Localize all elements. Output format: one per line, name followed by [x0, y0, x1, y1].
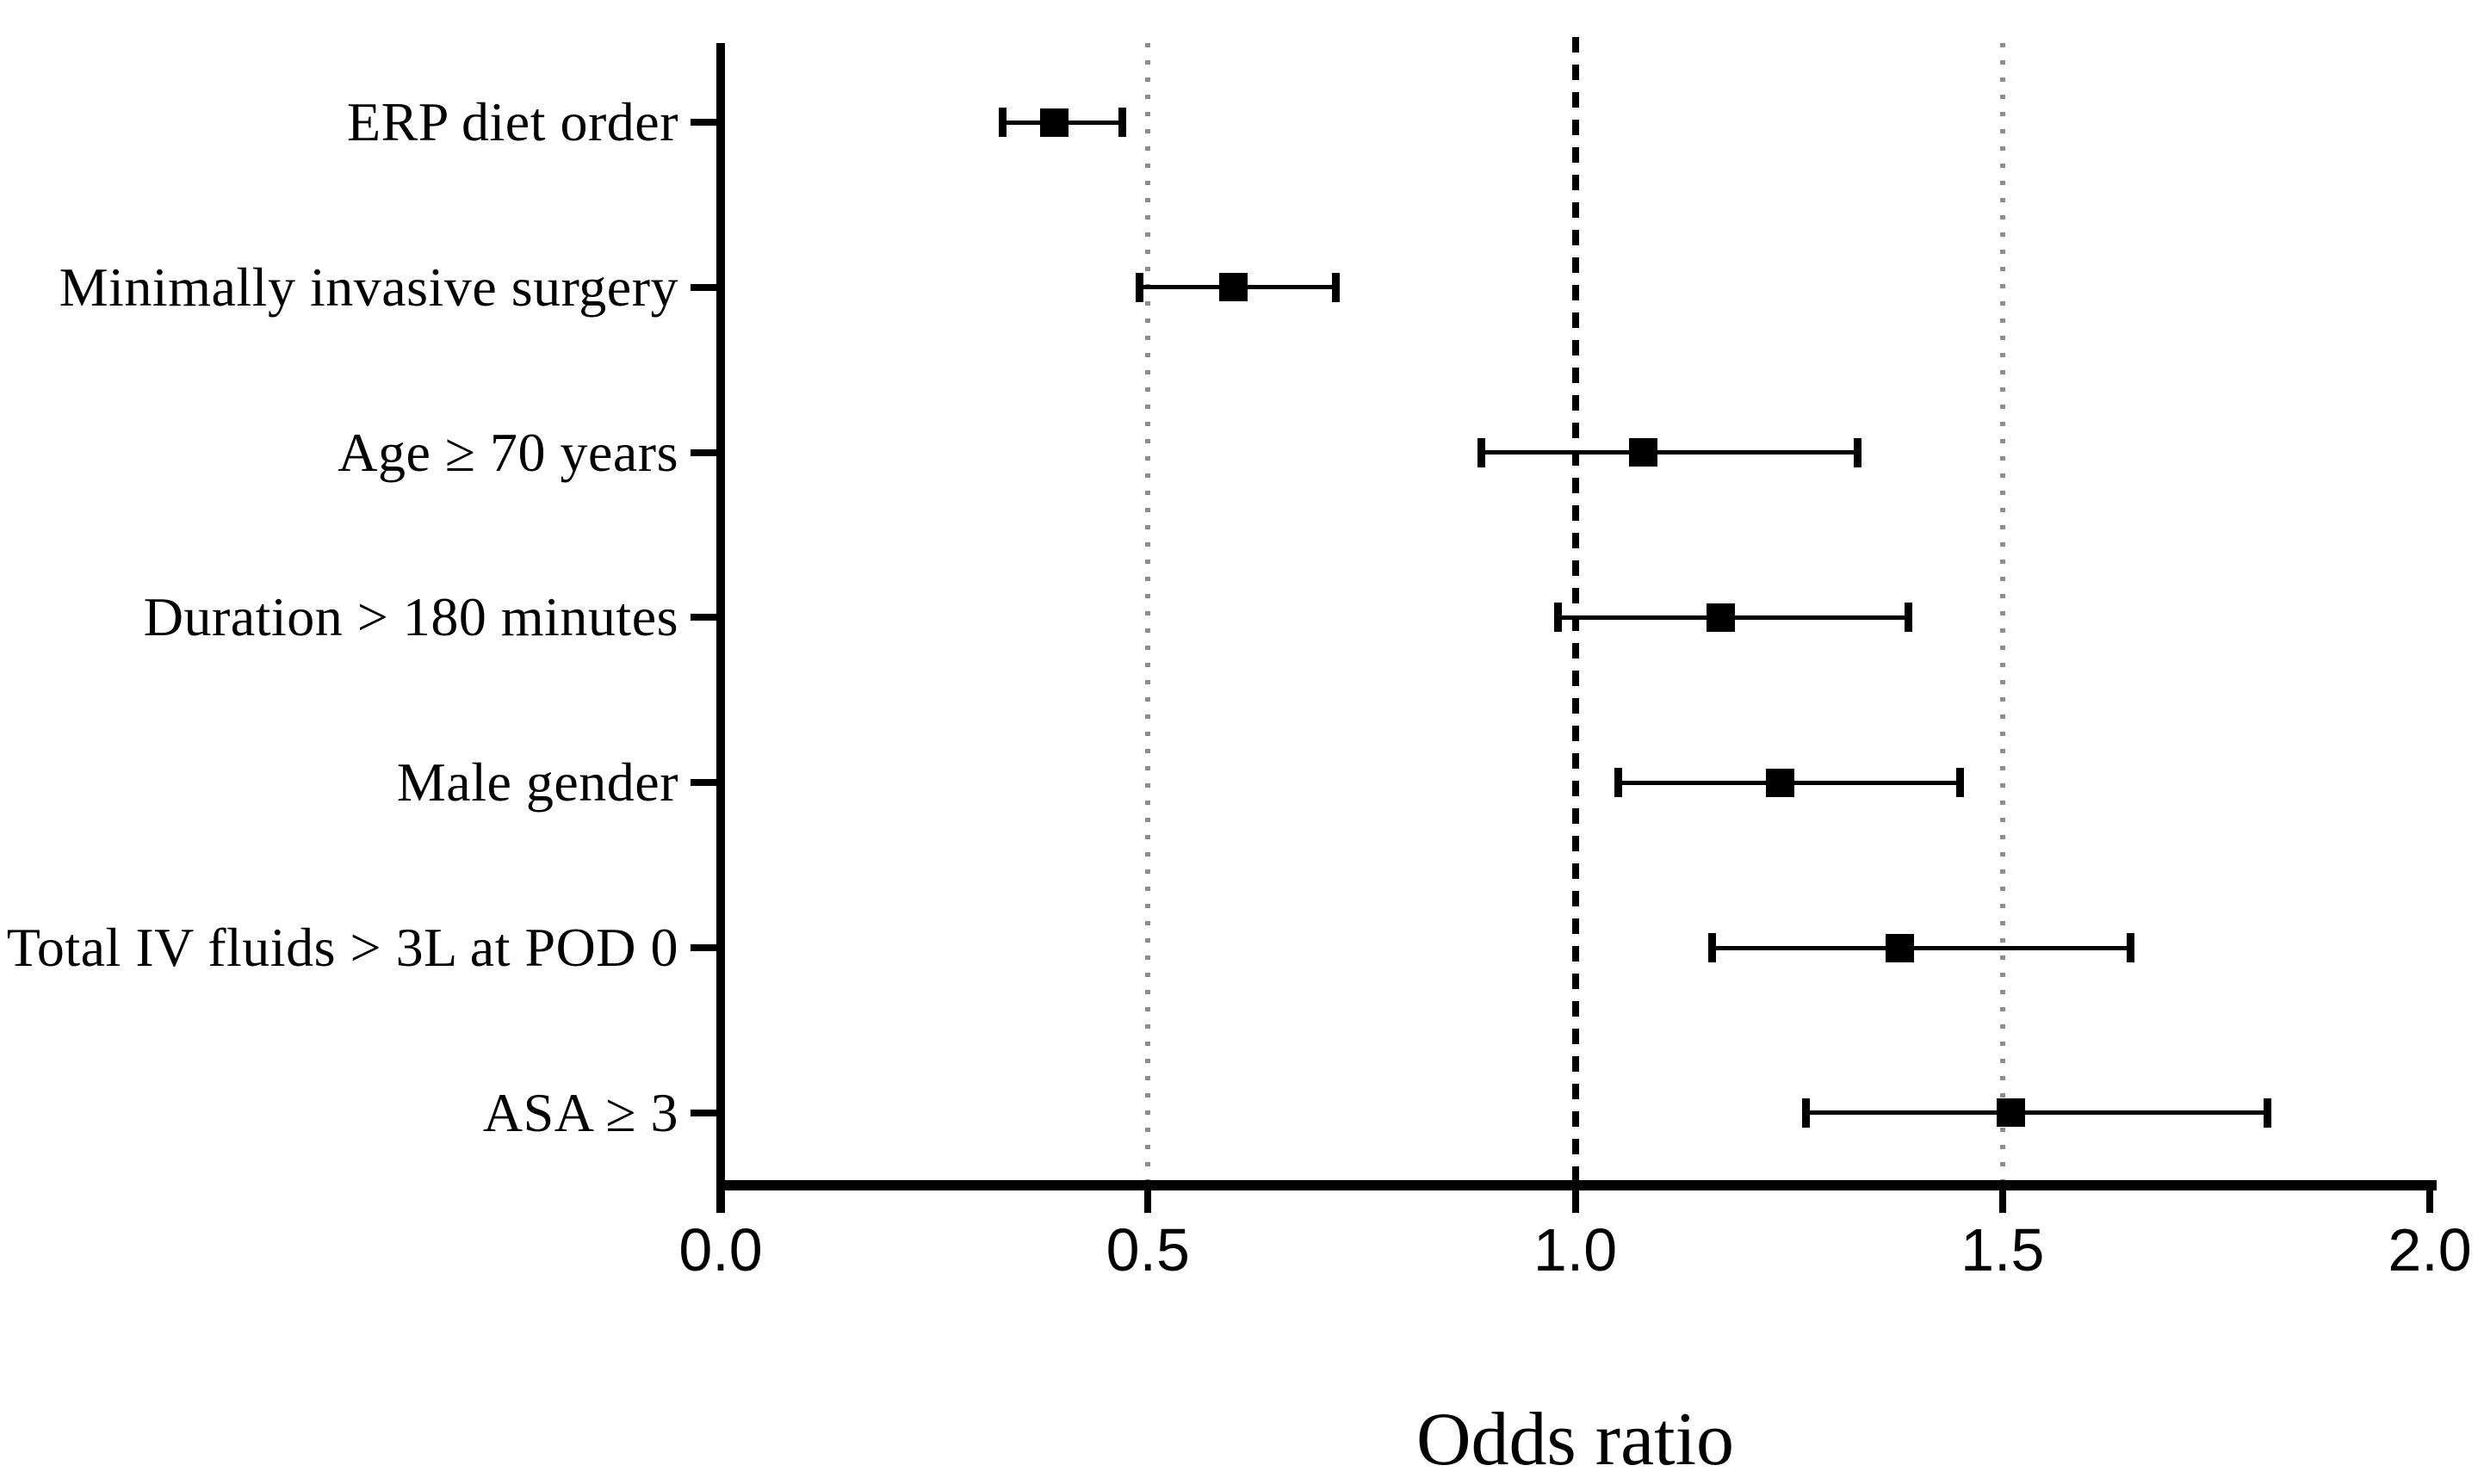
- reference-line-dashed: [1571, 37, 1579, 1180]
- ci-line: [1712, 945, 2131, 950]
- y-axis: [716, 43, 725, 1213]
- x-axis-title: Odds ratio: [1415, 1398, 1735, 1481]
- ci-cap-left: [1614, 768, 1622, 798]
- x-tick: [1998, 1190, 2006, 1213]
- ci-cap-right: [1905, 603, 1913, 633]
- ci-cap-left: [1801, 1098, 1810, 1128]
- x-tick-label: 1.0: [1533, 1216, 1618, 1283]
- category-tick: [691, 779, 725, 787]
- ci-line: [1481, 450, 1857, 455]
- ci-cap-left: [1554, 603, 1563, 633]
- x-tick-label: 1.5: [1961, 1216, 2045, 1283]
- category-label: Minimally invasive surgery: [59, 256, 678, 318]
- ci-cap-right: [1955, 768, 1964, 798]
- ci-cap-right: [1332, 272, 1341, 302]
- ci-line: [1806, 1110, 2268, 1116]
- ci-cap-left: [1135, 272, 1143, 302]
- x-tick-label: 0.0: [678, 1216, 763, 1283]
- category-label: Male gender: [396, 751, 678, 813]
- ci-cap-right: [2263, 1098, 2271, 1128]
- point-marker: [1039, 108, 1069, 137]
- category-tick: [691, 944, 725, 952]
- category-tick: [691, 448, 725, 456]
- ci-cap-right: [1853, 437, 1861, 467]
- category-label: Duration > 180 minutes: [143, 586, 678, 648]
- point-marker: [1219, 273, 1248, 302]
- category-tick: [691, 614, 725, 621]
- x-tick: [2426, 1190, 2433, 1213]
- point-marker: [1629, 438, 1658, 467]
- category-label: Age ≥ 70 years: [338, 421, 678, 483]
- category-label: ASA ≥ 3: [482, 1081, 678, 1143]
- ci-cap-right: [2127, 933, 2135, 963]
- ci-cap-right: [1118, 108, 1126, 137]
- ci-cap-left: [1707, 933, 1716, 963]
- ci-cap-left: [1477, 437, 1485, 467]
- reference-line-dotted: [1999, 43, 2005, 1180]
- x-tick-label: 2.0: [2388, 1216, 2472, 1283]
- category-tick: [691, 283, 725, 291]
- x-tick-label: 0.5: [1106, 1216, 1190, 1283]
- x-tick: [717, 1190, 724, 1213]
- x-tick: [1144, 1190, 1152, 1213]
- category-tick: [691, 119, 725, 126]
- category-tick: [691, 1109, 725, 1116]
- ci-cap-left: [999, 108, 1007, 137]
- reference-line-dotted: [1145, 43, 1151, 1180]
- x-axis: [716, 1180, 2437, 1190]
- category-label: Total IV fluids > 3L at POD 0: [6, 917, 678, 979]
- point-marker: [1886, 933, 1915, 962]
- category-label: ERP diet order: [347, 91, 678, 152]
- point-marker: [1997, 1098, 2026, 1128]
- x-tick: [1571, 1190, 1579, 1213]
- point-marker: [1706, 603, 1735, 632]
- point-marker: [1766, 768, 1795, 797]
